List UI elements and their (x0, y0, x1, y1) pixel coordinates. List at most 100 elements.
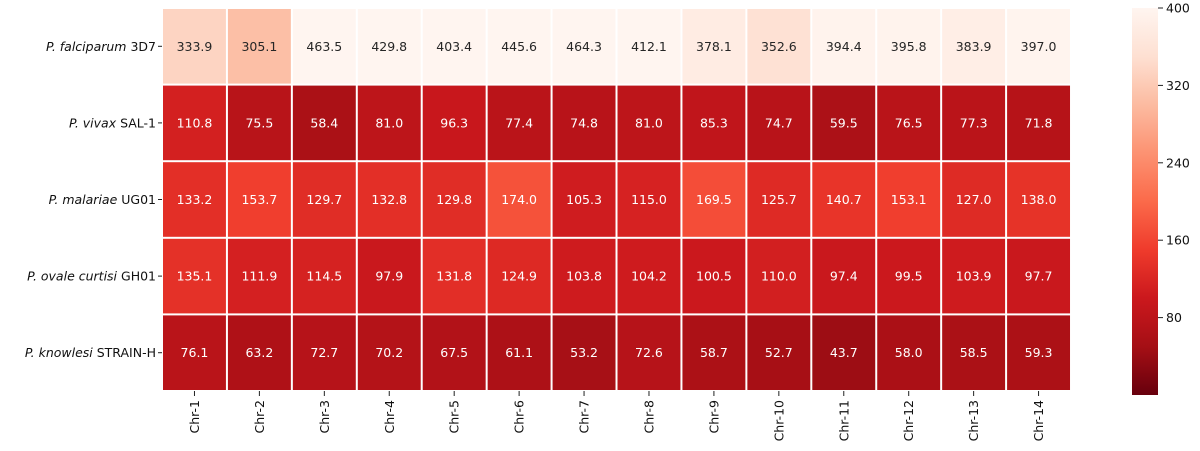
heatmap-cell (422, 315, 486, 390)
heatmap-cell (487, 9, 551, 84)
cell-value-label: 74.7 (765, 115, 793, 130)
heatmap-cell (487, 238, 551, 314)
colorbar-gradient (1132, 8, 1158, 395)
heatmap-cell (292, 238, 356, 314)
heatmap-cell (163, 315, 226, 390)
cell-value-label: 169.5 (696, 192, 732, 207)
cell-value-label: 133.2 (177, 192, 213, 207)
heatmap-cell (1007, 162, 1071, 237)
heatmap-cell (357, 9, 421, 84)
colorbar-tick-label: 240 (1166, 155, 1190, 170)
heatmap-cell (487, 85, 551, 161)
cell-value-label: 305.1 (241, 39, 277, 54)
column-label: Chr-1 (187, 400, 202, 433)
cell-value-label: 70.2 (375, 345, 403, 360)
heatmap-cell (163, 238, 226, 314)
cell-value-label: 72.7 (310, 345, 338, 360)
heatmap-cell (163, 85, 226, 161)
cell-value-label: 104.2 (631, 269, 667, 284)
colorbar-tick-label: 160 (1166, 233, 1190, 248)
cell-value-label: 75.5 (245, 115, 273, 130)
heatmap-cell (942, 9, 1006, 84)
heatmap-cell (747, 315, 811, 390)
heatmap-cell (682, 162, 746, 237)
colorbar-tick-label: 80 (1166, 310, 1182, 325)
heatmap-cell (877, 9, 941, 84)
heatmap-cell (942, 238, 1006, 314)
cell-value-label: 63.2 (245, 345, 273, 360)
cell-value-label: 464.3 (566, 39, 602, 54)
cell-value-label: 352.6 (761, 39, 797, 54)
heatmap-cell (292, 162, 356, 237)
species-name: P. ovale curtisi (27, 269, 117, 284)
heatmap-cell (682, 9, 746, 84)
cell-value-label: 333.9 (177, 39, 213, 54)
heatmap-cells: 333.9 305.1 463.5 429.8 403.4 445.6 464.3 412.1… (163, 9, 1071, 390)
heatmap-cell (1007, 9, 1071, 84)
column-label: Chr-10 (771, 400, 786, 441)
heatmap-cell (357, 238, 421, 314)
heatmap-cell (682, 238, 746, 314)
heatmap-cell (1007, 85, 1071, 161)
cell-value-label: 81.0 (635, 115, 663, 130)
heatmap-cell (812, 162, 876, 237)
colorbar: 80 160 240 320 400 (1132, 1, 1190, 395)
heatmap-cell (357, 85, 421, 161)
column-label: Chr-3 (317, 400, 332, 433)
cell-value-label: 153.1 (891, 192, 927, 207)
cell-value-label: 85.3 (700, 115, 728, 130)
species-name: P. falciparum (46, 39, 126, 54)
row-labels: P. falciparum 3D7 P. vivax SAL-1 P. malari… (25, 39, 162, 360)
cell-value-label: 110.8 (177, 115, 213, 130)
strain-name: STRAIN-H (93, 345, 156, 360)
heatmap-cell (617, 9, 681, 84)
heatmap-cell (812, 9, 876, 84)
heatmap-cell (487, 162, 551, 237)
heatmap-cell (617, 85, 681, 161)
row-label: P. ovale curtisi GH01 (27, 269, 156, 284)
species-name: P. knowlesi (25, 345, 93, 360)
cell-value-label: 81.0 (375, 115, 403, 130)
species-name: P. vivax (69, 115, 117, 130)
colorbar-tick-label: 400 (1166, 1, 1190, 16)
cell-value-label: 52.7 (765, 345, 793, 360)
heatmap-cell (227, 315, 291, 390)
column-label: Chr-8 (641, 400, 656, 434)
cell-value-label: 72.6 (635, 345, 663, 360)
cell-value-label: 129.8 (436, 192, 472, 207)
cell-value-label: 71.8 (1025, 115, 1053, 130)
column-label: Chr-7 (577, 400, 592, 433)
cell-value-label: 445.6 (501, 39, 537, 54)
cell-value-label: 412.1 (631, 39, 667, 54)
column-label: Chr-13 (966, 400, 981, 441)
heatmap-cell (1007, 238, 1071, 314)
cell-value-label: 132.8 (371, 192, 407, 207)
cell-value-label: 105.3 (566, 192, 602, 207)
cell-value-label: 58.0 (895, 345, 923, 360)
heatmap-cell (747, 9, 811, 84)
cell-value-label: 97.9 (375, 269, 403, 284)
cell-value-label: 100.5 (696, 269, 732, 284)
column-label: Chr-4 (382, 400, 397, 434)
cell-value-label: 58.7 (700, 345, 728, 360)
species-name: P. malariae (49, 192, 118, 207)
cell-value-label: 378.1 (696, 39, 732, 54)
heatmap-cell (422, 162, 486, 237)
heatmap-cell (292, 9, 356, 84)
heatmap-cell (1007, 315, 1071, 390)
strain-name: SAL-1 (116, 115, 156, 130)
cell-value-label: 59.5 (830, 115, 858, 130)
cell-value-label: 103.9 (956, 269, 992, 284)
heatmap-cell (877, 85, 941, 161)
cell-value-label: 99.5 (895, 269, 923, 284)
heatmap-cell (942, 315, 1006, 390)
heatmap-cell (877, 315, 941, 390)
heatmap-cell (747, 238, 811, 314)
row-label: P. falciparum 3D7 (46, 39, 156, 54)
cell-value-label: 397.0 (1021, 39, 1057, 54)
cell-value-label: 174.0 (501, 192, 537, 207)
cell-value-label: 125.7 (761, 192, 797, 207)
column-label: Chr-11 (836, 400, 851, 441)
cell-value-label: 111.9 (241, 269, 277, 284)
